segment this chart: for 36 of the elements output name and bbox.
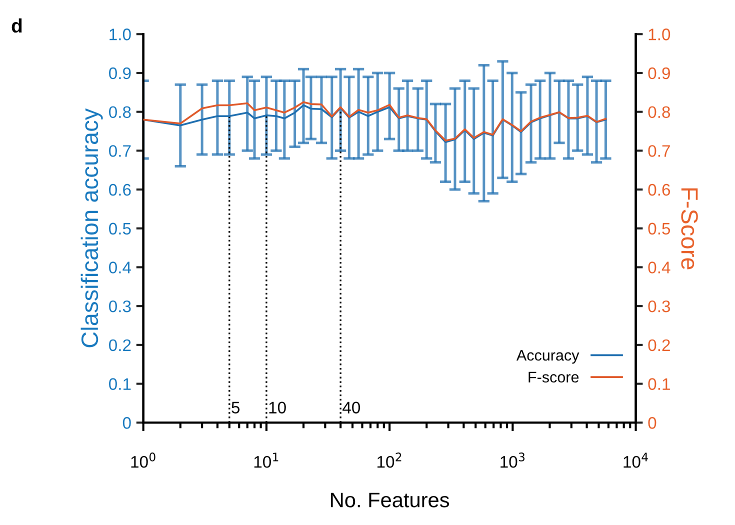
ref-line-label: 10: [269, 402, 286, 414]
x-axis-title: No. Features: [331, 492, 450, 508]
ref-line-label: 5: [232, 402, 240, 414]
y-tick-label: 0.6: [109, 184, 131, 196]
y-tick-label: 0.5: [109, 222, 131, 235]
y-tick-label: 0.9: [109, 67, 131, 80]
y2-tick-label: 0.5: [648, 222, 670, 235]
y-tick-label: 1.0: [110, 28, 131, 40]
y-axis-title: Classification accuracy: [80, 108, 103, 348]
legend-label: F-score: [528, 372, 579, 383]
y2-tick-label: 0.7: [648, 145, 670, 157]
y2-axis-title: F-Score: [681, 188, 698, 270]
x-tick-label: 10$^{1}$: [254, 452, 278, 468]
ref-line-label: 40: [342, 402, 360, 414]
y-tick-label: 0.7: [109, 145, 131, 157]
y2-tick-label: 0.4: [648, 262, 670, 274]
y2-tick-label: 0.2: [648, 339, 670, 352]
x-tick-label: 10$^{3}$: [500, 452, 525, 468]
y2-tick-label: 0.1: [648, 378, 670, 390]
y-tick-label: 0.2: [109, 339, 131, 352]
y2-tick-label: 0.8: [648, 106, 670, 118]
x-tick-label: 10$^{4}$: [624, 452, 648, 468]
y-tick-label: 0: [122, 417, 131, 429]
chart-title: d: [12, 18, 22, 33]
y2-tick-label: 0: [648, 417, 656, 429]
y-tick-label: 0.4: [109, 262, 132, 274]
y2-tick-label: 1.0: [648, 28, 670, 40]
x-tick-label: 10$^{2}$: [377, 452, 402, 468]
y-tick-label: 0.3: [109, 300, 131, 312]
x-tick-label: 10$^{0}$: [131, 452, 156, 468]
y-tick-label: 0.1: [109, 378, 131, 390]
legend-label: Accuracy: [516, 350, 580, 364]
y2-tick-label: 0.6: [648, 184, 670, 196]
y2-tick-label: 0.9: [648, 67, 670, 80]
y-tick-label: 0.8: [109, 106, 131, 118]
y2-tick-label: 0.3: [648, 300, 670, 312]
